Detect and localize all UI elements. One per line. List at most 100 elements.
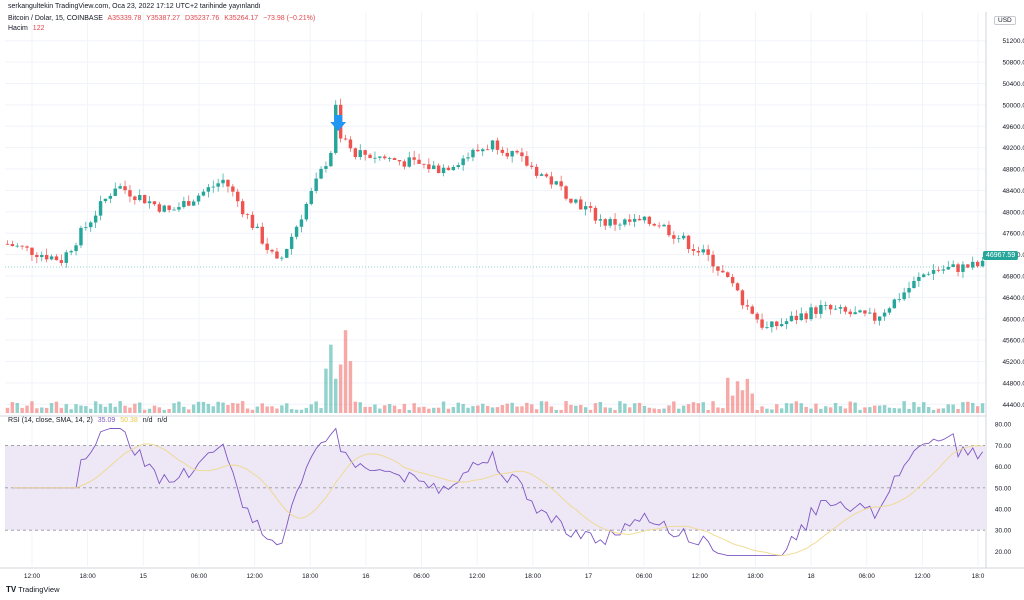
- volume-bar: [647, 407, 652, 413]
- candle-body: [481, 149, 485, 152]
- volume-bar: [564, 401, 568, 413]
- volume-bar: [706, 409, 710, 413]
- volume-bar: [662, 408, 666, 413]
- volume-bar: [255, 406, 260, 413]
- candle-body: [446, 167, 451, 171]
- low-value: D35237.76: [185, 15, 220, 22]
- time-axis-label: 12:00: [692, 573, 709, 580]
- price-axis-label: 45200.00: [1002, 359, 1024, 366]
- volume-bar: [373, 404, 377, 413]
- candle-body: [15, 245, 19, 247]
- time-axis-label: 16: [362, 573, 370, 580]
- volume-bar: [343, 330, 348, 413]
- candle-body: [329, 152, 333, 167]
- candle-body: [69, 251, 73, 253]
- volume-bar: [863, 407, 867, 413]
- volume-bar: [79, 405, 83, 413]
- candle-body: [946, 266, 950, 270]
- candle-body: [64, 252, 68, 263]
- volume-bar: [628, 407, 632, 413]
- volume-bar: [833, 402, 838, 413]
- volume-bar: [314, 401, 318, 413]
- volume-bar: [485, 405, 490, 413]
- candle-body: [245, 214, 250, 216]
- candle-body: [236, 191, 240, 202]
- volume-bar: [828, 407, 833, 413]
- candle-body: [593, 207, 598, 221]
- candle-body: [495, 140, 500, 150]
- volume-bar: [152, 405, 157, 413]
- volume-bar: [490, 407, 495, 413]
- candle-body: [975, 261, 980, 267]
- volume-bar: [392, 405, 397, 413]
- volume-bar: [147, 408, 152, 413]
- volume-bar: [40, 407, 44, 413]
- candle-body: [456, 165, 460, 167]
- volume-bar: [936, 408, 941, 413]
- volume-bar: [887, 407, 892, 413]
- volume-bar: [574, 405, 578, 413]
- candle-body: [951, 264, 955, 267]
- volume-bar: [309, 404, 313, 413]
- volume-bar: [441, 401, 446, 413]
- rsi-legend: RSI (14, close, SMA, 14, 2) 35.09 50.38 …: [8, 417, 170, 424]
- candle-body: [897, 299, 901, 300]
- candle-body: [858, 310, 862, 313]
- tradingview-logo-icon: TV: [6, 585, 17, 594]
- time-axis-label: 12:00: [914, 573, 931, 580]
- candle-body: [549, 176, 554, 185]
- candle-body: [74, 245, 78, 252]
- volume-bar: [902, 401, 906, 413]
- currency-button[interactable]: USD: [994, 16, 1016, 25]
- candle-body: [892, 299, 897, 309]
- candle-body: [681, 235, 686, 239]
- candle-body: [260, 226, 264, 244]
- volume-bar: [632, 403, 637, 413]
- volume-bar: [897, 408, 901, 413]
- volume-bar: [456, 402, 460, 413]
- candle-body: [794, 315, 799, 321]
- volume-bar: [338, 364, 343, 413]
- candle-body: [368, 154, 372, 159]
- candle-body: [662, 224, 666, 227]
- volume-bar: [608, 407, 612, 413]
- candle-body: [530, 165, 534, 167]
- candle-body: [133, 196, 137, 201]
- volume-bar: [157, 407, 162, 413]
- candle-body: [177, 207, 181, 210]
- volume-bar: [294, 409, 299, 413]
- candle-body: [397, 159, 402, 162]
- candle-body: [289, 236, 294, 249]
- volume-bar: [196, 401, 201, 413]
- candle-body: [196, 195, 201, 202]
- candle-body: [79, 227, 83, 246]
- symbol-label: Bitcoin / Dolar, 15, COINBASE: [8, 15, 103, 22]
- candle-body: [716, 266, 720, 271]
- candle-body: [637, 218, 642, 221]
- candle-body: [147, 201, 152, 204]
- volume-bar: [177, 401, 181, 413]
- volume-bar: [299, 409, 304, 413]
- candle-body: [544, 174, 549, 177]
- candle-body: [672, 235, 676, 239]
- candle-body: [505, 152, 509, 157]
- volume-bar: [422, 406, 426, 413]
- candle-body: [294, 226, 299, 237]
- candle-body: [779, 324, 784, 327]
- volume-bar: [500, 405, 505, 413]
- candle-body: [221, 179, 225, 184]
- volume-bar: [133, 403, 137, 413]
- down-arrow-marker-icon: [330, 115, 347, 131]
- candle-body: [490, 140, 495, 150]
- high-value: Y35387.27: [146, 15, 181, 22]
- volume-bar: [510, 402, 514, 413]
- volume-bar: [735, 381, 740, 413]
- rsi-axis-label: 30.00: [995, 528, 1012, 535]
- volume-bar: [436, 407, 441, 413]
- volume-label: Hacim: [8, 25, 28, 32]
- candle-body: [887, 308, 892, 313]
- change-value: −73.98 (−0.21%): [263, 15, 316, 22]
- candle-body: [240, 201, 245, 215]
- volume-bar: [559, 409, 563, 413]
